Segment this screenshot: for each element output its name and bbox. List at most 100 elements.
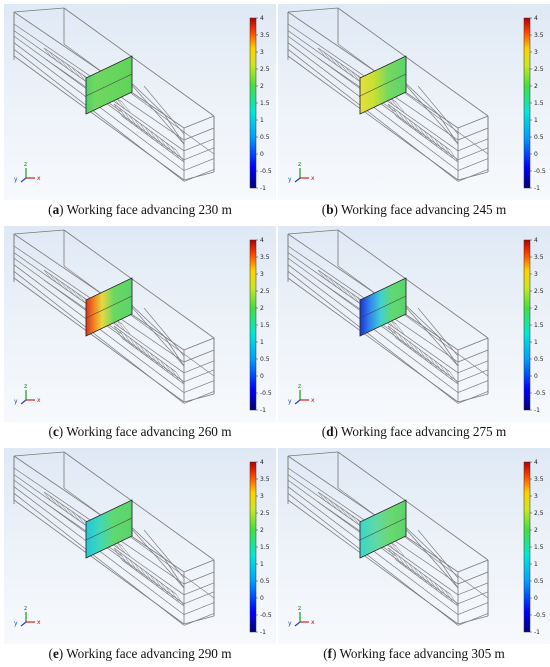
axis-label-x: x [37,397,41,404]
colorbar-tick-label: 4 [534,15,538,22]
model-view: 4 3.5 3 2.5 2 1.5 1 0.5 0 -0.5 -1 z x y [278,226,550,422]
axis-triad-icon: z x y [14,605,41,627]
colorbar-tick-label: -0.5 [534,612,546,619]
panel-caption: (e) Working face advancing 290 m [48,646,232,661]
colorbar-tick-label: 4 [260,459,264,466]
working-face-plane [85,277,133,337]
model-view: 4 3.5 3 2.5 2 1.5 1 0.5 0 -0.5 -1 z x y [278,4,550,200]
colorbar: 4 3.5 3 2.5 2 1.5 1 0.5 0 -0.5 -1 [249,237,272,414]
caption-letter: a [52,202,60,217]
colorbar-tick-label: 4 [534,237,538,244]
axis-label-z: z [24,605,27,612]
colorbar: 4 3.5 3 2.5 2 1.5 1 0.5 0 -0.5 -1 [523,459,546,636]
colorbar-tick-label: 3 [534,49,538,56]
colorbar-tick-label: 0.5 [260,134,270,141]
colorbar-tick-label: 1 [260,339,264,346]
result-panel-f: 4 3.5 3 2.5 2 1.5 1 0.5 0 -0.5 -1 z x y (f) Working … [278,448,550,667]
colorbar-tick-label: 2 [534,83,538,90]
colorbar-tick-label: -0.5 [260,168,272,175]
colorbar-tick-label: 0.5 [534,578,544,585]
colorbar-tick-label: -1 [534,407,540,414]
axis-triad-icon: z x y [288,161,315,183]
result-panel-b: 4 3.5 3 2.5 2 1.5 1 0.5 0 -0.5 -1 z x y (b) Working … [278,4,550,223]
colorbar-tick-label: 1 [534,117,538,124]
axis-triad-icon: z x y [14,161,41,183]
colorbar: 4 3.5 3 2.5 2 1.5 1 0.5 0 -0.5 -1 [249,15,272,192]
caption-text: Working face advancing 260 m [63,424,232,439]
colorbar-tick-label: 0.5 [260,356,270,363]
colorbar-tick-label: 1.5 [534,100,544,107]
colorbar: 4 3.5 3 2.5 2 1.5 1 0.5 0 -0.5 -1 [249,459,272,636]
working-face-plane [359,499,407,559]
colorbar-tick-label: 3 [534,271,538,278]
colorbar-tick-label: -1 [260,407,266,414]
colorbar-tick-label: -1 [534,629,540,636]
model-view: 4 3.5 3 2.5 2 1.5 1 0.5 0 -0.5 -1 z x y [278,448,550,644]
result-panel-c: 4 3.5 3 2.5 2 1.5 1 0.5 0 -0.5 -1 z x y (c) Working … [4,226,276,445]
model-svg: 4 3.5 3 2.5 2 1.5 1 0.5 0 -0.5 -1 z x y [287,229,546,414]
axis-label-y: y [14,620,18,627]
colorbar-tick-label: 4 [534,459,538,466]
caption-text: Working face advancing 305 m [336,646,505,661]
colorbar-tick-label: 3.5 [534,254,544,261]
colorbar-tick-label: -1 [260,629,266,636]
model-wireframe [287,7,489,182]
colorbar-tick-label: -0.5 [534,390,546,397]
colorbar-tick-label: 3.5 [260,254,270,261]
colorbar-tick-label: 3.5 [534,32,544,39]
axis-label-y: y [288,398,292,405]
colorbar-tick-label: -1 [534,185,540,192]
colorbar-tick-label: 2.5 [534,288,544,295]
model-wireframe [287,229,489,404]
axis-label-y: y [14,398,18,405]
axis-label-x: x [311,175,315,182]
colorbar-tick-label: -1 [260,185,266,192]
colorbar: 4 3.5 3 2.5 2 1.5 1 0.5 0 -0.5 -1 [523,15,546,192]
colorbar-tick-label: 2.5 [534,510,544,517]
axis-label-z: z [24,383,27,390]
caption-text: Working face advancing 245 m [337,202,507,217]
working-face-plane [359,277,407,337]
colorbar-tick-label: 3 [260,271,264,278]
model-svg: 4 3.5 3 2.5 2 1.5 1 0.5 0 -0.5 -1 z x y [13,229,272,414]
colorbar-tick-label: 2 [534,527,538,534]
result-panel-d: 4 3.5 3 2.5 2 1.5 1 0.5 0 -0.5 -1 z x y (d) Working … [278,226,550,445]
colorbar-tick-label: 1.5 [260,100,270,107]
axis-label-y: y [288,176,292,183]
axis-label-y: y [288,620,292,627]
colorbar-tick-label: 1.5 [260,544,270,551]
axis-label-z: z [24,161,27,168]
axis-label-x: x [311,397,315,404]
axis-label-x: x [37,619,41,626]
caption-letter: b [326,202,334,217]
colorbar-tick-label: 2 [260,305,264,312]
working-face-plane [85,499,133,559]
panel-caption: (a) Working face advancing 230 m [48,202,232,217]
colorbar-tick-label: 1 [260,561,264,568]
axis-label-z: z [298,161,301,168]
colorbar-tick-label: 3 [260,493,264,500]
colorbar-tick-label: 4 [260,15,264,22]
colorbar-tick-label: 1.5 [534,322,544,329]
model-view: 4 3.5 3 2.5 2 1.5 1 0.5 0 -0.5 -1 z x y [4,4,276,200]
model-view: 4 3.5 3 2.5 2 1.5 1 0.5 0 -0.5 -1 z x y [4,448,276,644]
colorbar-tick-label: -0.5 [260,612,272,619]
colorbar-tick-label: 3.5 [534,476,544,483]
colorbar-tick-label: 0 [534,595,538,602]
colorbar-tick-label: 2.5 [260,66,270,73]
colorbar-tick-label: 0 [260,595,264,602]
colorbar-tick-label: 0 [534,373,538,380]
colorbar-tick-label: -0.5 [260,390,272,397]
colorbar-tick-label: 0 [260,373,264,380]
colorbar-tick-label: 0 [534,151,538,158]
axis-label-x: x [311,619,315,626]
colorbar-tick-label: 2 [260,527,264,534]
colorbar-tick-label: 2.5 [260,288,270,295]
model-view: 4 3.5 3 2.5 2 1.5 1 0.5 0 -0.5 -1 z x y [4,226,276,422]
colorbar-tick-label: 0.5 [534,356,544,363]
caption-text: Working face advancing 230 m [63,202,232,217]
working-face-plane [359,55,407,115]
axis-label-z: z [298,383,301,390]
colorbar-tick-label: 1 [534,561,538,568]
axis-label-z: z [298,605,301,612]
